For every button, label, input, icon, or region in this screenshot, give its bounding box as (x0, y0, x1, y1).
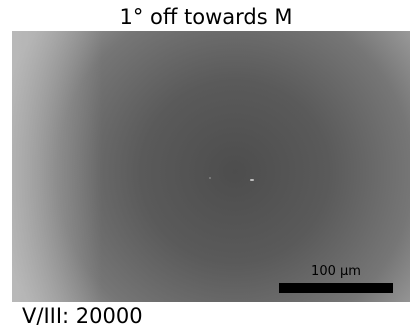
condition-label: V/III: 20000 (22, 304, 143, 328)
illumination-gradient (12, 31, 102, 302)
image-title: 1° off towards M (119, 5, 293, 29)
micrograph-image: 100 µm (12, 31, 410, 302)
surface-particle (209, 177, 211, 179)
scale-bar (279, 283, 393, 293)
scale-bar-label: 100 µm (311, 264, 361, 279)
surface-particle (250, 179, 254, 181)
